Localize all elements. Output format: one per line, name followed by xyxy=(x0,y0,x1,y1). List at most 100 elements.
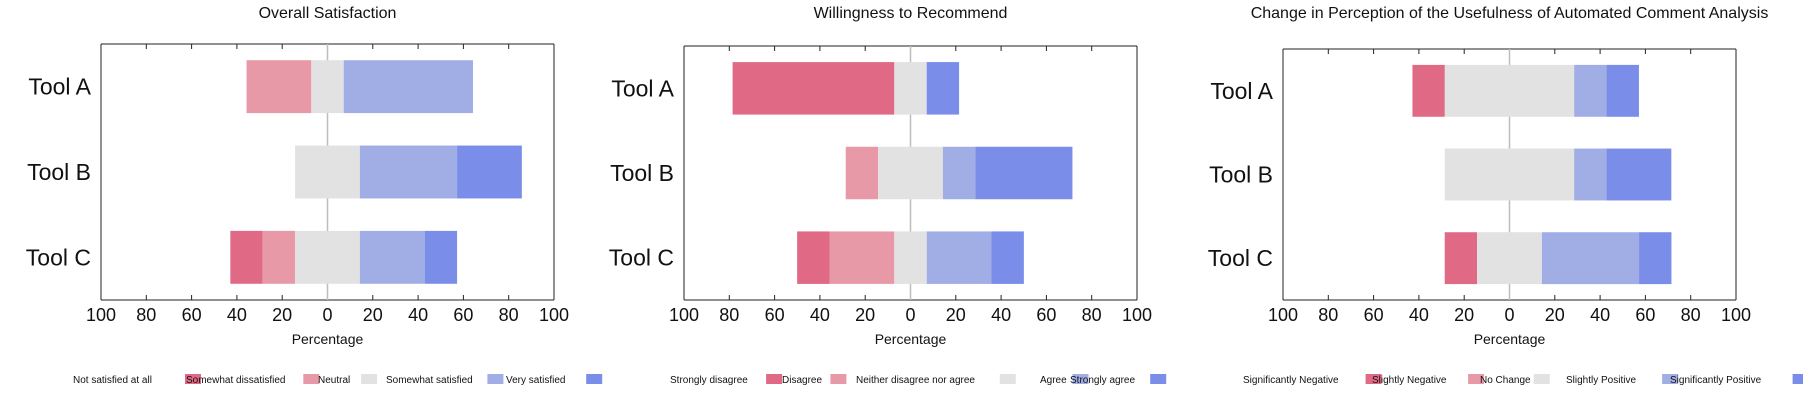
bar-segment-significantly-positive xyxy=(1606,148,1672,201)
x-tick-label: 40 xyxy=(991,305,1011,325)
x-tick-label: 80 xyxy=(1082,305,1102,325)
legend-label: Agree xyxy=(1040,375,1067,386)
legend-swatch xyxy=(303,374,320,384)
legend-swatch xyxy=(1468,374,1485,384)
x-axis-label: Percentage xyxy=(875,331,947,347)
x-tick-label: 40 xyxy=(1590,305,1610,325)
bar-segment-neutral xyxy=(295,145,360,199)
bar-segment-very-satisfied xyxy=(424,230,458,284)
category-label: Tool B xyxy=(1209,162,1273,188)
legend-swatch xyxy=(1150,374,1167,384)
legend-swatch xyxy=(361,374,378,384)
legend-swatch xyxy=(1365,374,1382,384)
bar-segment-disagree xyxy=(845,146,879,200)
legend-label: Neither disagree nor agree xyxy=(856,375,975,386)
chart-title: Change in Perception of the Usefulness o… xyxy=(1251,5,1769,22)
x-tick-label: 20 xyxy=(272,305,292,325)
bar-segment-very-satisfied xyxy=(457,145,522,199)
bar-segment-somewhat-satisfied xyxy=(343,60,474,114)
bar-segment-strongly-disagree xyxy=(732,62,895,115)
category-label: Tool B xyxy=(610,160,674,186)
bar-segment-slightly-positive xyxy=(1574,64,1607,117)
bar-segment-slightly-positive xyxy=(1541,232,1640,285)
chart-panel-1: Overall Satisfaction 100 80 60 40 20 0 20 40 60 80… xyxy=(26,5,603,386)
category-label: Tool A xyxy=(28,74,91,100)
legend-swatch xyxy=(999,374,1016,384)
bar-segment-somewhat-satisfied xyxy=(359,230,425,284)
x-tick-label: 80 xyxy=(136,305,156,325)
category-label: Tool A xyxy=(1210,78,1273,104)
x-tick-label: 20 xyxy=(1545,305,1565,325)
category-label: Tool C xyxy=(1208,245,1273,271)
x-tick-label: 40 xyxy=(1409,305,1429,325)
bar-segment-neither-disagree-nor-agree xyxy=(894,62,927,115)
x-tick-label: 100 xyxy=(1122,305,1152,325)
chart-title: Overall Satisfaction xyxy=(259,5,397,22)
x-tick-label: 0 xyxy=(322,305,332,325)
x-tick-label: 0 xyxy=(905,305,915,325)
bar-segment-neither-disagree-nor-agree xyxy=(878,146,943,200)
x-tick-label: 80 xyxy=(1318,305,1338,325)
legend-swatch xyxy=(830,374,847,384)
legend-label: Somewhat satisfied xyxy=(386,375,473,386)
x-tick-label: 0 xyxy=(1504,305,1514,325)
legend-label: Very satisfied xyxy=(506,375,565,386)
chart-panel-2: Willingness to Recommend 100 80 60 40 20 0 20 40… xyxy=(609,5,1167,386)
chart-panel-3: Change in Perception of the Usefulness o… xyxy=(1208,5,1803,386)
bar-segment-disagree xyxy=(829,231,895,284)
bar-segment-strongly-agree xyxy=(926,62,960,115)
x-tick-label: 20 xyxy=(1454,305,1474,325)
x-tick-label: 20 xyxy=(363,305,383,325)
legend-label: No Change xyxy=(1480,375,1531,386)
x-tick-label: 80 xyxy=(1681,305,1701,325)
legend-swatch xyxy=(1533,374,1550,384)
x-tick-label: 20 xyxy=(946,305,966,325)
x-tick-label: 20 xyxy=(855,305,875,325)
x-tick-label: 100 xyxy=(1721,305,1751,325)
legend-swatch xyxy=(1072,374,1089,384)
bar-segment-neither-disagree-nor-agree xyxy=(894,231,927,284)
bar-segment-significantly-negative xyxy=(1412,64,1445,117)
bar-segment-strongly-disagree xyxy=(797,231,830,284)
x-tick-label: 40 xyxy=(408,305,428,325)
x-tick-label: 100 xyxy=(1268,305,1298,325)
legend-label: Slightly Negative xyxy=(1372,375,1447,386)
x-tick-label: 60 xyxy=(1635,305,1655,325)
x-axis-label: Percentage xyxy=(292,331,364,347)
legend-swatch xyxy=(185,374,201,384)
x-axis-label: Percentage xyxy=(1474,331,1546,347)
bar-segment-no-change xyxy=(1477,232,1542,285)
category-label: Tool A xyxy=(611,75,674,101)
bar-segment-somewhat-satisfied xyxy=(359,145,458,199)
bar-segment-strongly-agree xyxy=(991,231,1024,284)
category-label: Tool B xyxy=(27,159,91,185)
bar-segment-significantly-negative xyxy=(1444,232,1478,285)
bar-segment-slightly-positive xyxy=(1574,148,1607,201)
x-tick-label: 100 xyxy=(669,305,699,325)
bar-segment-somewhat-dissatisfied xyxy=(262,230,296,284)
bar-segment-strongly-agree xyxy=(975,146,1073,200)
legend-label: Somewhat dissatisfied xyxy=(186,375,286,386)
legend-swatch xyxy=(586,374,603,384)
legend-swatch xyxy=(766,374,783,384)
x-tick-label: 80 xyxy=(499,305,519,325)
legend-label: Significantly Positive xyxy=(1670,375,1762,386)
bar-segment-not-satisfied-at-all xyxy=(230,230,263,284)
x-tick-label: 60 xyxy=(1364,305,1384,325)
x-tick-label: 40 xyxy=(227,305,247,325)
legend-label: Strongly disagree xyxy=(670,375,748,386)
legend-label: Significantly Negative xyxy=(1243,375,1339,386)
bar-segment-agree xyxy=(942,146,976,200)
legend-swatch xyxy=(487,374,504,384)
legend-label: Disagree xyxy=(782,375,822,386)
bar-segment-agree xyxy=(926,231,992,284)
x-tick-label: 100 xyxy=(86,305,116,325)
bar-segment-no-change xyxy=(1444,64,1575,117)
bar-segment-no-change xyxy=(1444,148,1575,201)
x-tick-label: 40 xyxy=(810,305,830,325)
bar-segment-neutral xyxy=(311,60,344,114)
category-label: Tool C xyxy=(26,244,91,270)
legend-swatch xyxy=(1662,374,1679,384)
